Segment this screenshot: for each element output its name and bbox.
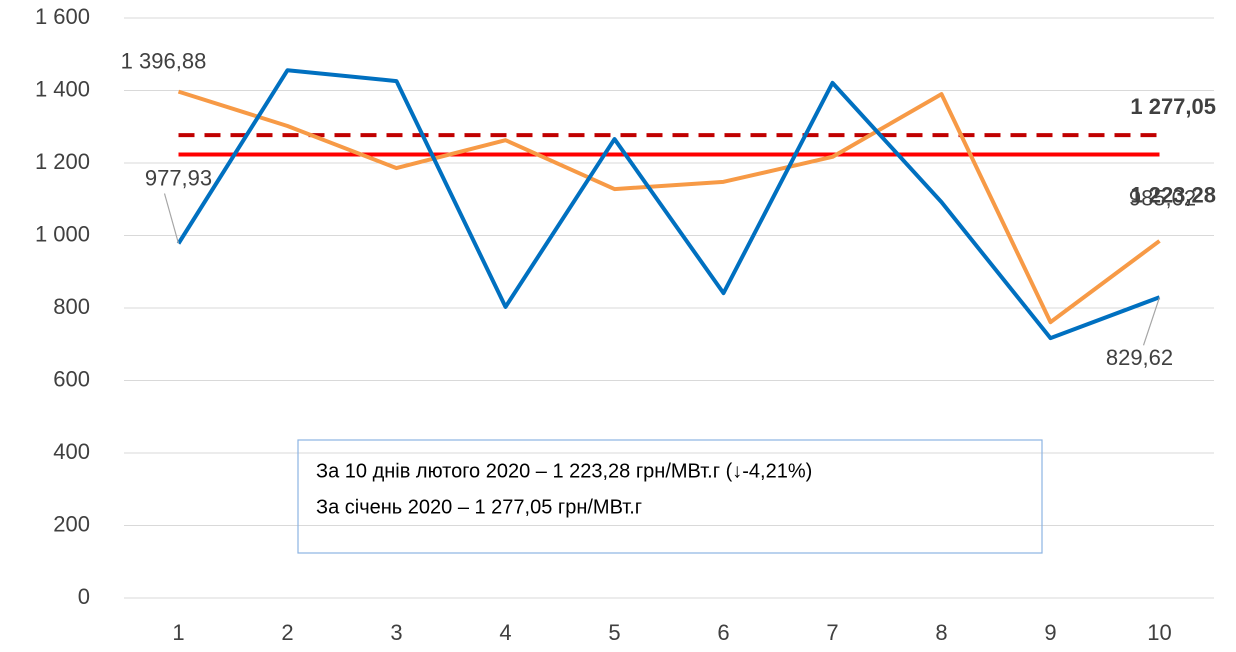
reference-label: 1 277,05	[1130, 94, 1216, 119]
y-tick-label: 1 200	[35, 149, 90, 174]
y-tick-label: 800	[53, 294, 90, 319]
x-tick-label: 10	[1147, 620, 1171, 645]
annotation: За січень 2020 – 1 277,05 грн/МВт.г	[316, 496, 642, 518]
y-tick-label: 400	[53, 439, 90, 464]
y-tick-label: 600	[53, 366, 90, 391]
x-tick-label: 2	[281, 620, 293, 645]
x-tick-label: 9	[1044, 620, 1056, 645]
y-tick-label: 200	[53, 511, 90, 536]
y-tick-label: 1 000	[35, 221, 90, 246]
y-tick-label: 0	[78, 584, 90, 609]
y-tick-label: 1 400	[35, 76, 90, 101]
x-tick-label: 4	[499, 620, 511, 645]
x-tick-label: 6	[717, 620, 729, 645]
data-label: 1 396,88	[121, 48, 207, 73]
x-tick-label: 1	[172, 620, 184, 645]
annotation-box	[297, 439, 1043, 554]
reference-label: 1 223,28	[1130, 182, 1216, 207]
y-tick-label: 1 600	[35, 4, 90, 29]
data-label: 829,62	[1106, 345, 1173, 370]
leader-line	[1142, 297, 1161, 346]
x-tick-label: 7	[826, 620, 838, 645]
x-tick-label: 3	[390, 620, 402, 645]
series-line	[176, 68, 1161, 341]
data-label: 977,93	[145, 165, 212, 190]
x-tick-label: 8	[935, 620, 947, 645]
leader-line	[163, 193, 180, 244]
annotation: За 10 днів лютого 2020 – 1 223,28 грн/МВ…	[316, 460, 812, 482]
series-line	[177, 89, 1161, 325]
x-tick-label: 5	[608, 620, 620, 645]
data-label: 985,02	[1129, 186, 1196, 211]
